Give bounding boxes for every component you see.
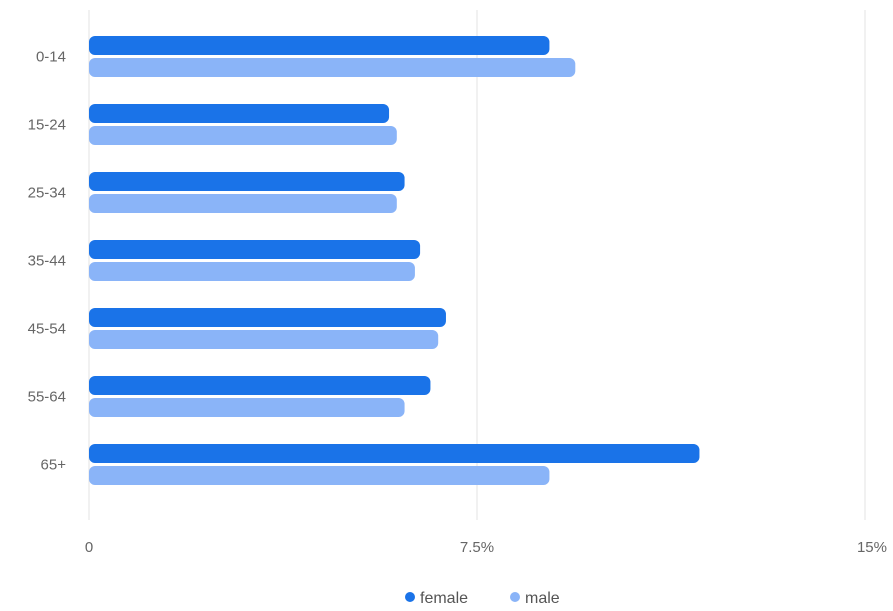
bar-male-55-64[interactable] [89,398,405,417]
y-axis-labels: 0-14 15-24 25-34 35-44 45-54 55-64 65+ [28,49,67,474]
bar-male-45-54[interactable] [89,330,439,349]
legend-male-label[interactable]: male [525,590,560,607]
y-category-label: 65+ [41,457,67,474]
bar-female-35-44[interactable] [89,240,421,259]
y-category-label: 45-54 [28,321,66,338]
x-tick-label: 7.5% [460,539,494,556]
bar-female-25-34[interactable] [89,172,405,191]
x-tick-label: 0 [85,539,93,556]
y-category-label: 0-14 [36,49,66,66]
x-axis-labels: 0 7.5% 15% [85,539,887,556]
bar-male-0-14[interactable] [89,58,576,77]
bar-female-0-14[interactable] [89,36,550,55]
bar-female-15-24[interactable] [89,104,390,123]
y-category-label: 55-64 [28,389,66,406]
bar-male-25-34[interactable] [89,194,397,213]
bar-male-65+[interactable] [89,466,550,485]
bar-female-65+[interactable] [89,444,700,463]
gridlines [88,10,866,520]
bar-female-45-54[interactable] [89,308,446,327]
y-category-label: 15-24 [28,117,66,134]
legend: female male [405,590,560,607]
bar-female-55-64[interactable] [89,376,431,395]
bar-male-35-44[interactable] [89,262,415,281]
y-category-label: 25-34 [28,185,66,202]
y-category-label: 35-44 [28,253,66,270]
legend-female-label[interactable]: female [420,590,468,607]
legend-female-swatch [405,592,415,602]
x-tick-label: 15% [857,539,887,556]
legend-male-swatch [510,592,520,602]
bar-male-15-24[interactable] [89,126,397,145]
bars [89,36,700,485]
